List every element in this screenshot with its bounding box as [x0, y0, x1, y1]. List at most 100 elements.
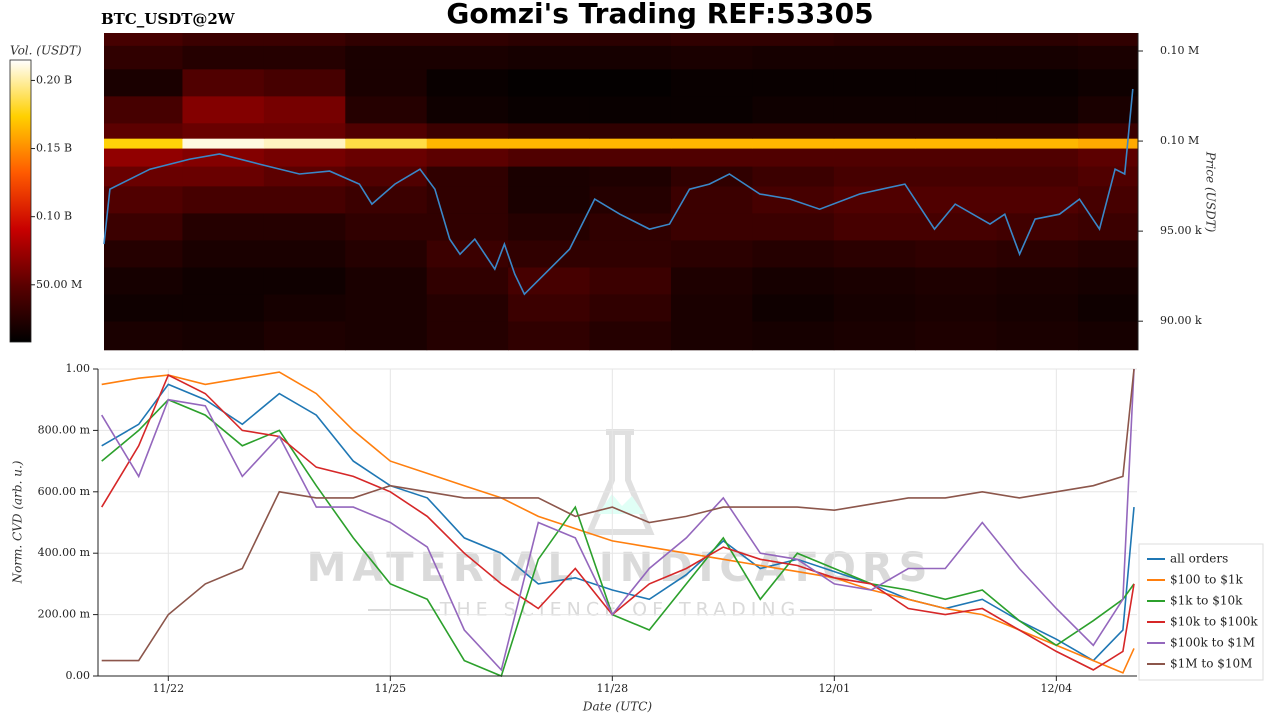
heat-cell — [752, 240, 835, 268]
heat-cell — [833, 69, 916, 97]
heat-cell — [345, 96, 428, 124]
heat-cell — [104, 321, 183, 351]
heat-cell — [915, 45, 998, 70]
y-tick-label: 90.00 k — [1160, 314, 1202, 327]
x-tick-label: 11/22 — [152, 682, 184, 695]
colorbar-tick-label: 0.10 B — [36, 210, 72, 223]
heat-cell — [752, 166, 835, 187]
heat-cell — [104, 96, 183, 124]
heat-cell — [589, 267, 672, 295]
heat-cell — [182, 148, 265, 167]
heat-cell — [752, 33, 835, 46]
heat-cell — [182, 321, 265, 351]
cvd-line — [101, 374, 1135, 671]
heat-cell — [263, 213, 346, 241]
heat-cell — [833, 213, 916, 241]
heat-cell — [508, 138, 591, 149]
heat-cell — [508, 96, 591, 124]
heat-cell — [1078, 240, 1139, 268]
heat-cell — [263, 240, 346, 268]
heat-cell — [345, 69, 428, 97]
heat-cell — [670, 166, 753, 187]
heat-cell — [670, 138, 753, 149]
heat-cell — [915, 123, 998, 139]
heat-cell — [104, 294, 183, 322]
heat-cell — [182, 213, 265, 241]
colorbar — [9, 59, 32, 343]
heatmap: 90.00 k 95.00 k 0.10 M 0.10 M Price (USDT) 50… — [9, 33, 1218, 351]
heat-cell — [182, 240, 265, 268]
heat-cell — [833, 321, 916, 351]
heat-cell — [104, 123, 183, 139]
legend-label: $1k to $10k — [1170, 594, 1243, 608]
heat-cell — [996, 166, 1079, 187]
heat-cell — [996, 267, 1079, 295]
heat-cell — [915, 213, 998, 241]
heat-cell — [915, 148, 998, 167]
heat-cell — [589, 240, 672, 268]
heat-cell — [508, 240, 591, 268]
heat-cell — [426, 138, 509, 149]
heat-cell — [996, 240, 1079, 268]
heat-cell — [104, 267, 183, 295]
heat-cell — [670, 321, 753, 351]
heat-cell — [1078, 69, 1139, 97]
heat-cell — [915, 186, 998, 214]
heat-cell — [426, 213, 509, 241]
heat-cell — [104, 148, 183, 167]
heat-cell — [508, 213, 591, 241]
heat-cell — [182, 267, 265, 295]
symbol: BTC_USDT@2W — [101, 10, 236, 28]
cvd-line — [101, 383, 1135, 662]
x-tick-label: 12/01 — [818, 682, 850, 695]
heat-cell — [345, 240, 428, 268]
heat-cell — [104, 240, 183, 268]
heat-cell — [104, 138, 183, 149]
legend-label: $10k to $100k — [1170, 615, 1258, 629]
heat-cell — [345, 33, 428, 46]
heat-cell — [263, 267, 346, 295]
heat-cell — [996, 33, 1079, 46]
heat-cell — [670, 240, 753, 268]
heat-cell — [670, 294, 753, 322]
heat-cell — [833, 33, 916, 46]
heat-cell — [263, 148, 346, 167]
heat-cell — [426, 123, 509, 139]
y-tick-label: 200.00 m — [38, 608, 91, 621]
heat-cell — [996, 294, 1079, 322]
heat-cell — [670, 69, 753, 97]
heat-cell — [263, 33, 346, 46]
heat-cell — [752, 294, 835, 322]
heat-cell — [833, 240, 916, 268]
cvd-line — [101, 398, 1135, 678]
heat-cell — [589, 166, 672, 187]
heat-cell — [752, 69, 835, 97]
heat-cell — [670, 213, 753, 241]
heat-cell — [508, 123, 591, 139]
heat-cell — [182, 123, 265, 139]
y-tick-label: 0.10 M — [1160, 134, 1199, 147]
heat-cell — [589, 45, 672, 70]
heat-cell — [508, 33, 591, 46]
heat-cell — [752, 45, 835, 70]
heat-cell — [263, 186, 346, 214]
heat-cell — [508, 148, 591, 167]
heat-cell — [915, 321, 998, 351]
heat-cell — [345, 166, 428, 187]
heat-cell — [996, 69, 1079, 97]
legend-label: all orders — [1170, 552, 1228, 566]
heat-cell — [589, 321, 672, 351]
heat-cell — [996, 138, 1079, 149]
heat-cell — [833, 96, 916, 124]
cvd-line — [101, 371, 1135, 674]
heat-cell — [915, 33, 998, 46]
heat-cell — [182, 69, 265, 97]
heat-cell — [589, 96, 672, 124]
heat-cell — [996, 186, 1079, 214]
legend-box — [1138, 543, 1264, 681]
heat-cell — [1078, 138, 1139, 149]
heat-cell — [1078, 321, 1139, 351]
price-line — [103, 88, 1134, 296]
heat-cell — [1078, 45, 1139, 70]
heat-cell — [996, 321, 1079, 351]
